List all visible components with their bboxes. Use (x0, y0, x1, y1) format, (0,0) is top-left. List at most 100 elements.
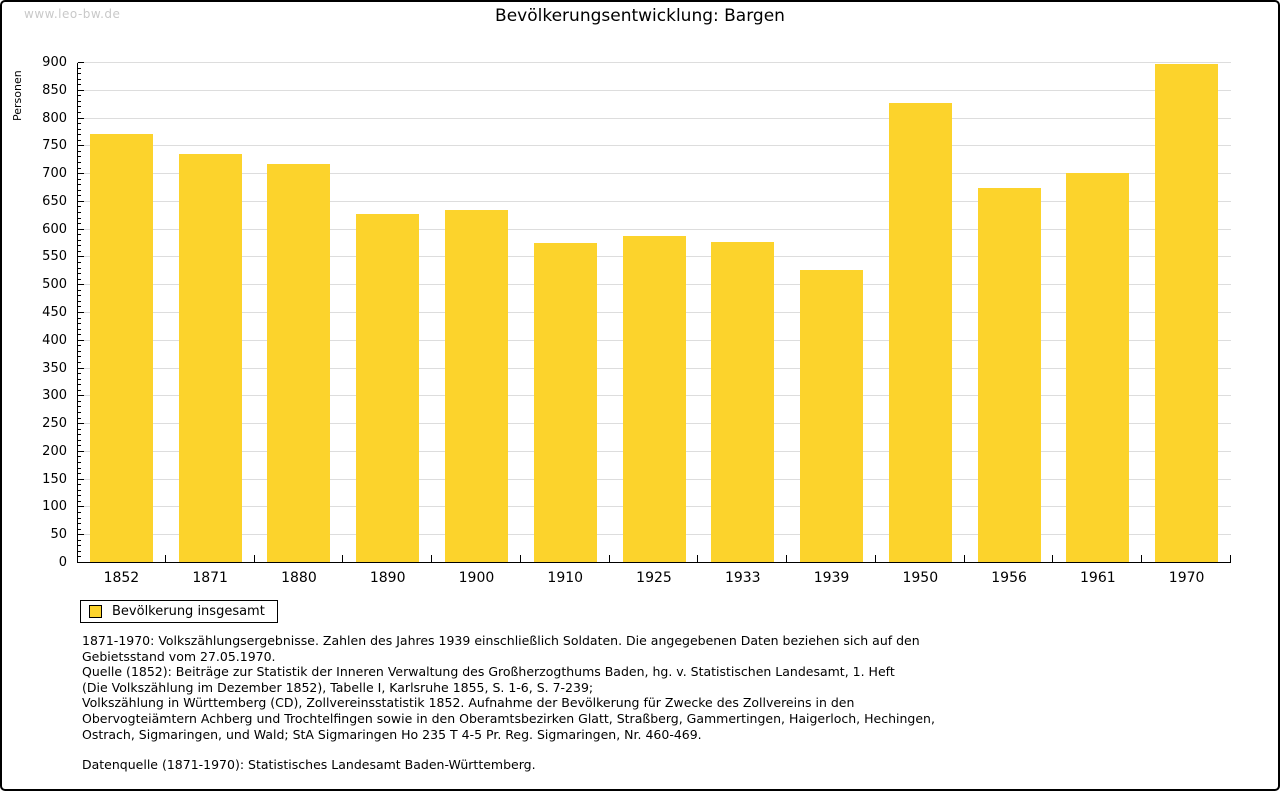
y-minor-tick (78, 467, 81, 469)
y-minor-tick (78, 189, 81, 191)
y-minor-tick (78, 389, 81, 391)
y-minor-tick (78, 278, 81, 280)
x-boundary-tick (786, 555, 788, 562)
y-major-tick (78, 117, 84, 119)
gridline (77, 62, 1231, 63)
gridline (77, 89, 1231, 91)
y-minor-tick (78, 150, 81, 152)
bar-1852 (89, 134, 153, 562)
y-minor-tick (78, 300, 81, 302)
y-minor-tick (78, 489, 81, 491)
data-source-line: Datenquelle (1871-1970): Statistisches L… (82, 757, 536, 773)
y-minor-tick (78, 373, 81, 375)
y-minor-tick (78, 400, 81, 402)
y-axis-line (77, 63, 78, 563)
y-tick-label: 700 (42, 166, 67, 182)
y-minor-tick (78, 295, 81, 297)
y-tick-label: 450 (42, 305, 67, 320)
y-minor-tick (78, 439, 81, 441)
x-tick-label: 1933 (724, 570, 761, 586)
y-minor-tick (78, 517, 81, 519)
y-tick-label: 550 (42, 249, 67, 265)
watermark-leo-bw: www.leo-bw.de (24, 7, 121, 21)
x-tick-label: 1852 (103, 570, 140, 586)
y-minor-tick (78, 212, 81, 213)
y-minor-tick (78, 412, 81, 413)
y-minor-tick (78, 528, 81, 530)
y-minor-tick (78, 95, 81, 97)
y-major-tick (78, 145, 84, 147)
x-tick-label: 1890 (369, 570, 406, 586)
bar-1880 (267, 163, 331, 562)
y-tick-label: 350 (42, 360, 67, 376)
gridline (77, 117, 1231, 119)
y-major-tick (78, 200, 84, 202)
gridline (77, 200, 1231, 202)
y-minor-tick (78, 223, 81, 225)
bar-1900 (444, 210, 508, 562)
y-major-tick (78, 506, 84, 508)
y-minor-tick (78, 317, 81, 319)
y-minor-tick (78, 456, 81, 458)
y-minor-tick (78, 245, 81, 247)
bar-1871 (178, 153, 242, 562)
y-minor-tick (78, 239, 81, 241)
legend-color-swatch-icon (89, 605, 102, 618)
y-minor-tick (78, 556, 81, 558)
y-minor-tick (78, 306, 81, 308)
y-tick-label: 750 (42, 138, 67, 154)
y-major-tick (78, 562, 84, 563)
y-minor-tick (78, 384, 81, 386)
y-tick-label: 600 (42, 221, 67, 237)
y-minor-tick (78, 495, 81, 497)
y-tick-label: 200 (42, 443, 67, 459)
y-major-tick (78, 534, 84, 536)
y-minor-tick (78, 550, 81, 552)
bar-1939 (800, 270, 864, 562)
source-note-line: Gebietsstand vom 27.05.1970. (82, 648, 276, 664)
x-tick-label: 1961 (1080, 570, 1116, 586)
x-tick-label: 1910 (547, 570, 584, 586)
y-major-tick (78, 173, 84, 175)
gridline (77, 145, 1231, 147)
y-major-tick (78, 89, 84, 91)
x-tick-label: 1880 (281, 570, 317, 586)
x-tick-label: 1900 (458, 570, 495, 586)
x-boundary-tick (874, 555, 876, 562)
source-note-line: Volkszählung in Württemberg (CD), Zollve… (82, 695, 855, 711)
y-tick-label: 500 (42, 277, 67, 293)
y-minor-tick (78, 334, 81, 336)
y-minor-tick (78, 273, 81, 275)
y-minor-tick (78, 206, 81, 208)
x-boundary-tick (1230, 555, 1231, 562)
y-minor-tick (78, 545, 81, 547)
y-minor-tick (78, 156, 81, 158)
y-major-tick (78, 284, 84, 286)
y-minor-tick (78, 162, 81, 163)
y-minor-tick (78, 484, 81, 486)
x-tick-label: 1871 (192, 570, 228, 586)
y-tick-label: 250 (42, 416, 67, 432)
y-minor-tick (78, 106, 81, 108)
y-major-tick (78, 367, 84, 369)
bar-1970 (1155, 64, 1219, 562)
y-tick-label: 900 (42, 55, 67, 70)
y-minor-tick (78, 217, 81, 219)
y-minor-tick (78, 184, 81, 186)
y-tick-label: 50 (50, 527, 67, 543)
gridline (77, 228, 1231, 230)
y-minor-tick (78, 362, 81, 363)
y-minor-tick (78, 67, 81, 69)
y-minor-tick (78, 473, 81, 475)
y-minor-tick (78, 73, 81, 75)
y-minor-tick (78, 328, 81, 330)
y-minor-tick (78, 123, 81, 125)
source-note-line: Obervogteiämtern Achberg und Trochtelfin… (82, 710, 935, 726)
source-notes-paragraph: 1871-1970: Volkszählungsergebnisse. Zahl… (82, 633, 1222, 742)
gridline (77, 173, 1231, 175)
y-major-tick (78, 423, 84, 425)
y-minor-tick (78, 523, 81, 525)
y-minor-tick (78, 139, 81, 141)
bar-1890 (356, 214, 420, 562)
y-minor-tick (78, 462, 81, 463)
